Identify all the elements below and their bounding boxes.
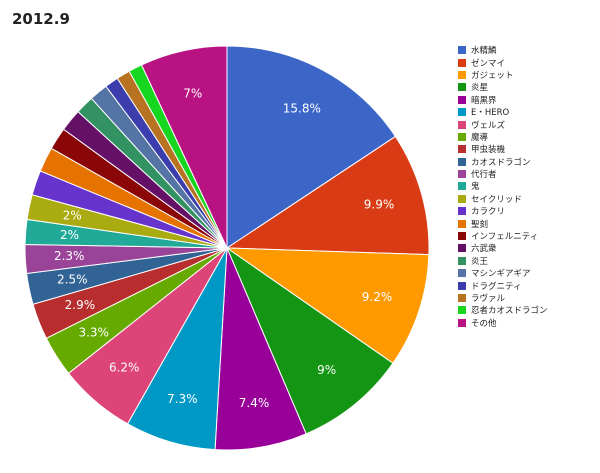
- legend-item: 炎王: [458, 255, 598, 267]
- legend-item: 代行者: [458, 168, 598, 180]
- legend-label: ガジェット: [471, 70, 514, 81]
- legend-label: 代行者: [471, 170, 497, 181]
- legend-swatch: [458, 170, 466, 179]
- legend-swatch: [458, 269, 466, 278]
- legend-label: マシンギアギア: [471, 269, 531, 280]
- legend-label: 魔導: [471, 132, 489, 143]
- legend-label: 炎星: [471, 83, 489, 94]
- legend-item: ラヴァル: [458, 292, 598, 304]
- legend-item: 暗黒界: [458, 94, 598, 106]
- legend-item: カオスドラゴン: [458, 156, 598, 168]
- legend-swatch: [458, 120, 466, 129]
- legend-item: ガジェット: [458, 69, 598, 81]
- legend-swatch: [458, 108, 466, 117]
- legend-label: セイクリッド: [471, 194, 522, 205]
- legend-swatch: [458, 219, 466, 228]
- legend-swatch: [458, 244, 466, 253]
- legend-label: 六武衆: [471, 244, 497, 255]
- legend-label: 水精鱗: [471, 46, 497, 57]
- legend-swatch: [458, 157, 466, 166]
- slice-label: 2.9%: [65, 298, 96, 312]
- legend-swatch: [458, 194, 466, 203]
- legend-swatch: [458, 232, 466, 241]
- legend-label: ヴェルズ: [471, 120, 506, 131]
- legend-item: インフェルニティ: [458, 230, 598, 242]
- legend-item: ドラグニティ: [458, 279, 598, 292]
- legend-item: ゼンマイ: [458, 56, 598, 69]
- legend-swatch: [458, 145, 466, 154]
- legend-item: セイクリッド: [458, 193, 598, 205]
- legend-label: 炎王: [471, 256, 489, 267]
- legend-item: マシンギアギア: [458, 267, 598, 279]
- slice-label: 15.8%: [283, 101, 321, 115]
- legend-swatch: [458, 294, 466, 302]
- legend-swatch: [458, 182, 466, 191]
- legend-item: 忍者カオスドラゴン: [458, 304, 598, 316]
- legend-swatch: [458, 83, 466, 92]
- legend-swatch: [458, 95, 466, 104]
- legend-label: 忍者カオスドラゴン: [471, 306, 548, 317]
- pie-slice: [226, 45, 397, 249]
- legend-item: 甲虫装機: [458, 143, 598, 155]
- legend-item: 魔導: [458, 131, 598, 143]
- slice-label: 2.3%: [54, 249, 85, 263]
- legend-item: カラクリ: [458, 205, 598, 217]
- pie-slice: [225, 135, 430, 256]
- pie-chart: 15.8% 9.9% 9.2% 9% 7.4% 7.3% 6.2% 3.3% 2.9% 2.5% 2…: [24, 45, 430, 451]
- slice-label: 3.3%: [78, 325, 109, 339]
- legend-item: 水精鱗: [458, 44, 598, 56]
- legend-swatch: [458, 58, 466, 67]
- legend-label: 鬼: [471, 182, 480, 193]
- legend-label: 暗黒界: [471, 95, 497, 106]
- slice-label: 7.3%: [167, 392, 198, 406]
- legend-swatch: [458, 132, 466, 141]
- legend-item: ヴェルズ: [458, 118, 598, 131]
- pie-slice: [140, 45, 228, 249]
- slice-label: 2%: [60, 228, 79, 242]
- pie-slice: [225, 246, 394, 435]
- legend: 水精鱗 ゼンマイ ガジェット炎星 暗黒界 E・HERO ヴェルズ 魔導甲虫装機 カオスドラゴン…: [458, 44, 598, 329]
- legend-item: その他: [458, 317, 598, 329]
- legend-swatch: [458, 46, 466, 55]
- legend-label: その他: [471, 318, 497, 329]
- legend-label: ゼンマイ: [471, 58, 506, 69]
- legend-item: 聖刻: [458, 217, 598, 230]
- legend-item: 炎星: [458, 81, 598, 93]
- legend-label: インフェルニティ: [471, 232, 539, 243]
- legend-swatch: [458, 281, 466, 290]
- slice-label: 2.5%: [57, 273, 88, 287]
- slice-label: 2%: [63, 208, 82, 222]
- legend-swatch: [458, 256, 466, 265]
- legend-swatch: [458, 306, 466, 315]
- legend-label: カオスドラゴン: [471, 157, 531, 168]
- legend-label: ラヴァル: [471, 294, 506, 304]
- slice-label: 7.4%: [239, 396, 270, 410]
- slice-label: 9%: [317, 363, 336, 377]
- slice-label: 7%: [183, 86, 202, 100]
- legend-swatch: [458, 70, 466, 79]
- legend-label: 聖刻: [471, 219, 489, 230]
- legend-label: 甲虫装機: [471, 145, 506, 156]
- legend-label: E・HERO: [471, 108, 510, 119]
- slice-label: 6.2%: [109, 361, 140, 375]
- legend-swatch: [458, 318, 466, 327]
- legend-item: E・HERO: [458, 106, 598, 118]
- legend-item: 鬼: [458, 180, 598, 192]
- legend-label: ドラグニティ: [471, 281, 522, 292]
- slice-label: 9.2%: [362, 290, 393, 304]
- pie-slice: [225, 247, 430, 364]
- chart-title: 2012.9: [12, 10, 70, 28]
- legend-swatch: [458, 207, 466, 216]
- slice-label: 9.9%: [364, 197, 395, 211]
- legend-label: カラクリ: [471, 207, 506, 218]
- legend-item: 六武衆: [458, 242, 598, 254]
